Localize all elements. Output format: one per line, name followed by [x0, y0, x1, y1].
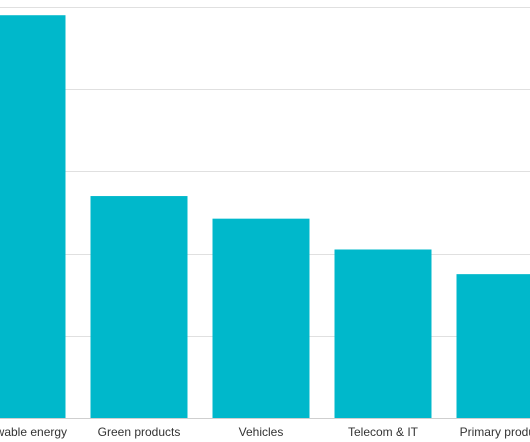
gridlines — [0, 7, 530, 337]
bars — [0, 15, 530, 418]
bar — [334, 249, 432, 418]
bar — [0, 15, 66, 418]
x-tick-label: Renewable energy — [0, 425, 67, 439]
x-tick-label: Vehicles — [239, 425, 284, 439]
bar — [456, 274, 530, 418]
x-tick-label: Telecom & IT — [348, 425, 419, 439]
bar — [212, 218, 310, 418]
bar — [90, 196, 188, 418]
x-tick-label: Green products — [98, 425, 181, 439]
x-tick-label: Primary products — [460, 425, 530, 439]
x-tick-labels: Renewable energy Green products Vehicles Te… — [0, 425, 530, 439]
